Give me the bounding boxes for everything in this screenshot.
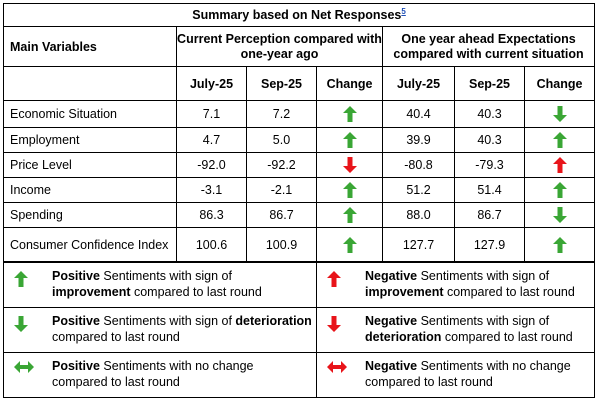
expectations-header: One year ahead Expectations compared wit… [381, 26, 596, 67]
cp-sep-value: 7.2 [246, 100, 317, 128]
ex-july-value: -80.8 [382, 152, 455, 178]
row-label: Spending [3, 202, 177, 228]
table-row: Price Level -92.0 -92.2 -80.8 -79.3 [3, 152, 596, 178]
cp-july-value: 100.6 [176, 227, 247, 262]
cp-change-arrow [316, 127, 383, 153]
legend-positive-improvement: Positive Sentiments with sign of improve… [3, 262, 317, 308]
ex-change-arrow [523, 127, 596, 153]
green-up-arrow-icon [342, 106, 357, 122]
green-up-arrow-icon [14, 271, 28, 290]
ex-change-arrow [523, 202, 596, 228]
main-variables-header: Main Variables [3, 26, 177, 67]
cp-sep-value: 100.9 [246, 227, 317, 262]
table-row: Employment 4.7 5.0 39.9 40.3 [3, 127, 596, 153]
cp-sep-value: 5.0 [246, 127, 317, 153]
green-left-right-arrow-icon [14, 361, 34, 376]
current-perception-header: Current Perception compared with one-yea… [176, 26, 383, 67]
legend-negative-no-change: Negative Sentiments with no change compa… [316, 352, 595, 398]
table-row: Consumer Confidence Index 100.6 100.9 127.7… [3, 227, 596, 262]
table-row: Spending 86.3 86.7 88.0 86.7 [3, 202, 596, 228]
cp-change-arrow [316, 227, 383, 262]
cp-change-arrow [316, 177, 383, 203]
green-down-arrow-icon [552, 106, 567, 122]
cp-july-value: -92.0 [176, 152, 247, 178]
row-label: Economic Situation [3, 100, 177, 128]
table-title: Summary based on Net Responses5 [2, 3, 596, 27]
ex-sep-value: 40.3 [454, 127, 525, 153]
green-down-arrow-icon [14, 316, 28, 335]
cp-change-arrow [316, 202, 383, 228]
ex-july-value: 40.4 [382, 100, 455, 128]
green-up-arrow-icon [342, 182, 357, 198]
col-change-ex: Change [523, 66, 596, 101]
cp-july-value: 86.3 [176, 202, 247, 228]
col-july-ex: July-25 [382, 66, 455, 101]
summary-table: Summary based on Net Responses5 Main Var… [2, 3, 596, 262]
ex-july-value: 127.7 [382, 227, 455, 262]
ex-change-arrow [523, 100, 596, 128]
red-down-arrow-icon [327, 316, 341, 335]
table-row: Income -3.1 -2.1 51.2 51.4 [3, 177, 596, 203]
cp-july-value: -3.1 [176, 177, 247, 203]
green-up-arrow-icon [552, 132, 567, 148]
ex-sep-value: 86.7 [454, 202, 525, 228]
col-sep-ex: Sep-25 [454, 66, 525, 101]
legend-positive-no-change: Positive Sentiments with no change compa… [3, 352, 317, 398]
red-left-right-arrow-icon [327, 361, 347, 376]
green-down-arrow-icon [552, 207, 567, 223]
cp-sep-value: -92.2 [246, 152, 317, 178]
green-up-arrow-icon [552, 182, 567, 198]
legend-negative-deterioration: Negative Sentiments with sign of deterio… [316, 307, 595, 353]
cp-july-value: 4.7 [176, 127, 247, 153]
footnote-link[interactable]: 5 [401, 7, 406, 17]
row-label: Income [3, 177, 177, 203]
red-up-arrow-icon [552, 157, 567, 173]
row-label: Price Level [3, 152, 177, 178]
ex-sep-value: 51.4 [454, 177, 525, 203]
cp-sep-value: 86.7 [246, 202, 317, 228]
cp-sep-value: -2.1 [246, 177, 317, 203]
summary-panel: Summary based on Net Responses5 Main Var… [2, 3, 596, 401]
red-down-arrow-icon [342, 157, 357, 173]
table-row: Economic Situation 7.1 7.2 40.4 40.3 [3, 100, 596, 128]
row-label: Consumer Confidence Index [3, 227, 177, 262]
green-up-arrow-icon [342, 132, 357, 148]
red-up-arrow-icon [327, 271, 341, 290]
row-label: Employment [3, 127, 177, 153]
col-july-cp: July-25 [176, 66, 247, 101]
ex-change-arrow [523, 152, 596, 178]
ex-sep-value: 40.3 [454, 100, 525, 128]
ex-change-arrow [523, 227, 596, 262]
legend-positive-deterioration: Positive Sentiments with sign of deterio… [3, 307, 317, 353]
cp-change-arrow [316, 152, 383, 178]
green-up-arrow-icon [342, 207, 357, 223]
ex-change-arrow [523, 177, 596, 203]
ex-july-value: 39.9 [382, 127, 455, 153]
ex-sep-value: -79.3 [454, 152, 525, 178]
legend-negative-improvement: Negative Sentiments with sign of improve… [316, 262, 595, 308]
col-change-cp: Change [316, 66, 383, 101]
ex-july-value: 51.2 [382, 177, 455, 203]
green-up-arrow-icon [552, 236, 567, 253]
ex-july-value: 88.0 [382, 202, 455, 228]
cp-change-arrow [316, 100, 383, 128]
legend-table: Positive Sentiments with sign of improve… [3, 262, 595, 398]
table-title-text: Summary based on Net Responses [192, 8, 402, 23]
ex-sep-value: 127.9 [454, 227, 525, 262]
col-sep-cp: Sep-25 [246, 66, 317, 101]
cp-july-value: 7.1 [176, 100, 247, 128]
green-up-arrow-icon [342, 236, 357, 253]
